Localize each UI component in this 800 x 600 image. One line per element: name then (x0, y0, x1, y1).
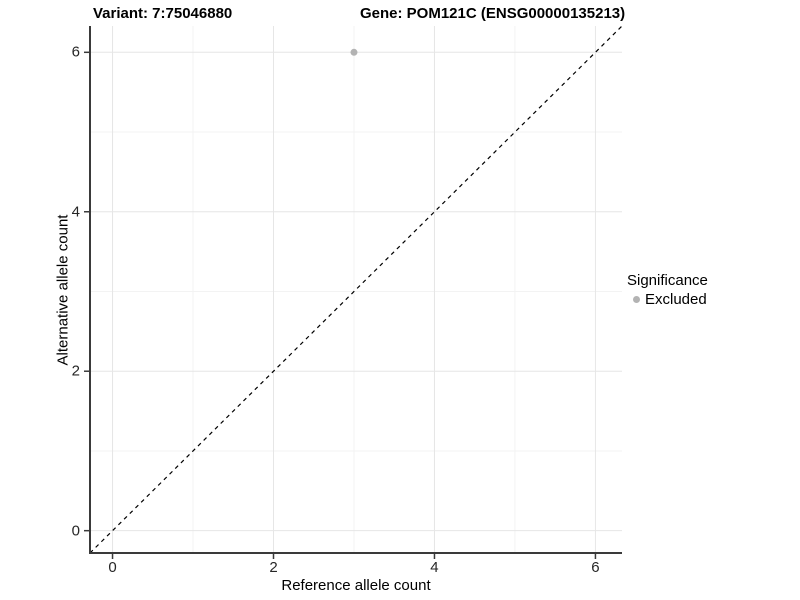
plot-title-variant: Variant: 7:75046880 (93, 5, 233, 22)
legend-entries: Excluded (627, 290, 708, 309)
identity-line (89, 25, 623, 554)
x-tick-label: 6 (591, 559, 600, 576)
y-tick-label: 0 (71, 522, 80, 540)
y-axis-label: Alternative allele count (54, 214, 72, 366)
data-point (350, 48, 358, 56)
plot-title-gene: Gene: POM121C (ENSG00000135213) (360, 5, 626, 22)
x-axis-label: Reference allele count (281, 577, 431, 594)
y-tick-label: 4 (71, 203, 80, 221)
x-tick-label: 0 (108, 559, 117, 576)
legend-title: Significance (627, 272, 708, 289)
x-tick-label: 4 (430, 559, 439, 576)
legend: Significance Excluded (627, 271, 708, 309)
legend-entry: Excluded (633, 290, 708, 309)
legend-key-dot (633, 296, 640, 303)
y-tick-label: 6 (71, 43, 80, 61)
x-tick-label: 2 (269, 559, 278, 576)
y-tick-label: 2 (71, 362, 80, 380)
legend-entry-label: Excluded (645, 291, 707, 308)
